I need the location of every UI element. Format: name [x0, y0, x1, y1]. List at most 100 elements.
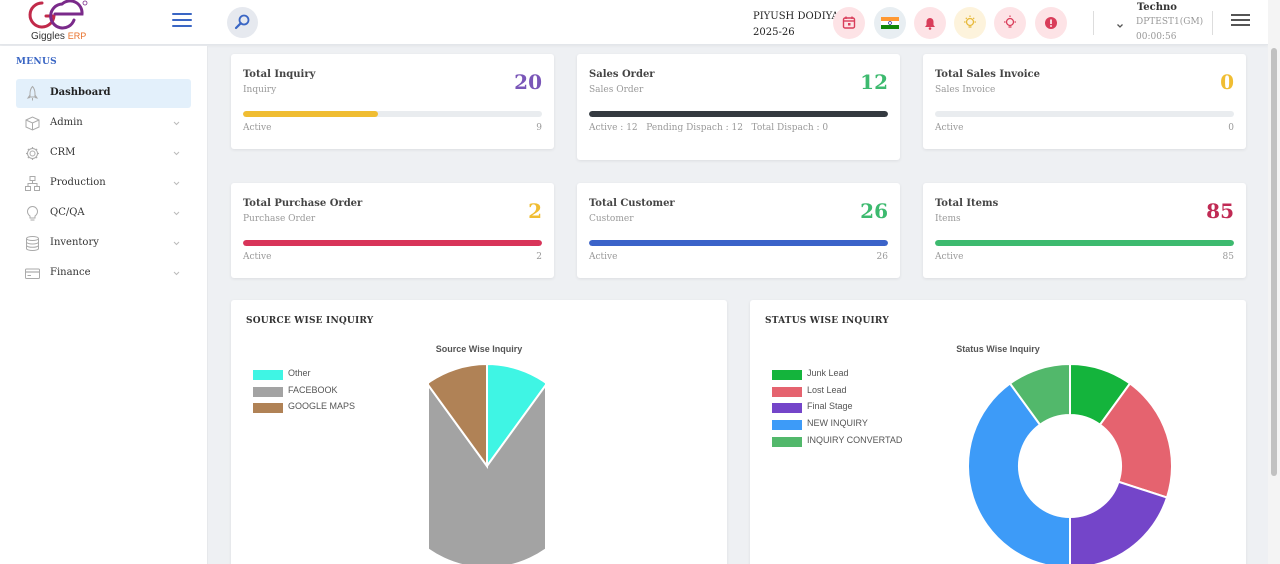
card-progress — [243, 111, 542, 117]
panel-title: STATUS WISE INQUIRY — [765, 316, 889, 326]
sidebar-toggle-button[interactable] — [172, 13, 192, 29]
card-progress — [589, 111, 888, 117]
company-name: Techno — [1137, 2, 1177, 13]
user-name: PIYUSH DODIYA — [753, 11, 839, 22]
box-icon — [25, 116, 40, 131]
legend-swatch — [772, 436, 802, 447]
gear-icon — [26, 147, 39, 160]
total-items-card[interactable]: Total Items Items 85 Active 85 — [923, 183, 1246, 278]
card-title: Total Customer — [589, 198, 675, 209]
menu-line — [1231, 24, 1250, 26]
card-subtitle: Sales Order — [589, 85, 644, 95]
source-wise-inquiry-panel: SOURCE WISE INQUIRY Source Wise Inquiry … — [231, 300, 727, 564]
calendar-button[interactable] — [833, 7, 865, 39]
card-progress — [935, 111, 1234, 117]
right-menu-button[interactable] — [1231, 14, 1250, 28]
legend-swatch — [253, 386, 283, 397]
slice-google-maps[interactable] — [429, 362, 488, 470]
total-sales-invoice-card[interactable]: Total Sales Invoice Sales Invoice 0 Acti… — [923, 54, 1246, 149]
card-subtitle: Items — [935, 214, 961, 224]
company-dropdown-toggle[interactable] — [1115, 16, 1125, 28]
legend-swatch — [253, 370, 283, 380]
bulb-alert-icon — [1004, 15, 1016, 28]
legend-label: Final Stage — [807, 401, 853, 412]
legend-label: GOOGLE MAPS — [288, 401, 356, 412]
slice-facebook[interactable] — [429, 383, 545, 564]
menu-line — [172, 25, 192, 27]
total-customer-card[interactable]: Total Customer Customer 26 Active 26 — [577, 183, 900, 278]
card-progress — [589, 240, 888, 246]
slice-final-stage[interactable] — [1069, 480, 1169, 564]
search-icon — [234, 14, 250, 30]
total-inquiry-card[interactable]: Total Inquiry Inquiry 20 Active 9 — [231, 54, 554, 149]
chevron-down-icon — [173, 211, 180, 216]
india-flag-icon — [881, 17, 899, 29]
sales-order-card[interactable]: Sales Order Sales Order 12 Active : 12 P… — [577, 54, 900, 160]
chevron-down-icon — [173, 181, 180, 186]
legend-label: Lost Lead — [807, 384, 847, 395]
sidebar-item-inventory[interactable]: Inventory — [16, 229, 191, 258]
card-count: 85 — [1222, 252, 1234, 262]
slice-new-inquiry[interactable] — [967, 382, 1071, 564]
database-icon — [26, 236, 39, 251]
legend-swatch — [772, 403, 802, 414]
bulb-icon — [26, 206, 39, 221]
top-header: Giggles ERP PIYUSH DODIYA 2025-26 — [0, 0, 1268, 45]
chevron-down-icon — [173, 271, 180, 276]
card-subtitle: Inquiry — [243, 85, 277, 95]
slice-lost-lead[interactable] — [1098, 382, 1173, 499]
chart-title: Status Wise Inquiry — [956, 344, 1040, 354]
sidebar-item-production[interactable]: Production — [16, 169, 191, 198]
sidebar-item-dashboard[interactable]: Dashboard — [16, 79, 191, 108]
card-subtitle: Customer — [589, 214, 634, 224]
card-status: Active — [243, 123, 272, 133]
card-count: 9 — [536, 123, 542, 133]
card-progress — [243, 240, 542, 246]
card-status: Active — [935, 252, 964, 262]
menu-line — [172, 13, 192, 15]
card-progress-fill — [935, 240, 1234, 246]
sidebar-item-qcqa[interactable]: QC/QA — [16, 199, 191, 228]
status-doughnut-chart — [967, 362, 1173, 564]
card-title: Total Items — [935, 198, 999, 209]
notifications-button[interactable] — [914, 7, 946, 39]
header-divider — [1212, 11, 1213, 35]
card-value: 12 — [860, 70, 888, 94]
company-code: DPTEST1(GM) — [1136, 17, 1204, 27]
sidebar-item-admin[interactable]: Admin — [16, 109, 191, 138]
search-button[interactable] — [227, 7, 258, 38]
card-value: 85 — [1206, 199, 1234, 223]
card-status: Active — [243, 252, 272, 262]
source-pie-chart — [429, 362, 545, 564]
menu-line — [172, 19, 192, 21]
panel-title: SOURCE WISE INQUIRY — [246, 316, 374, 326]
legend-label: INQUIRY CONVERTAD — [807, 434, 903, 445]
tips-button[interactable] — [954, 7, 986, 39]
slice-inquiry-convertad[interactable] — [1008, 362, 1071, 427]
card-title: Total Purchase Order — [243, 198, 363, 209]
legend-label: FACEBOOK — [288, 384, 338, 395]
scrollbar-thumb[interactable] — [1271, 48, 1277, 476]
logo-text: Giggles ERP — [31, 31, 87, 42]
card-status: Active : 12 Pending Dispach : 12 Total D… — [589, 123, 829, 133]
chevron-down-icon — [173, 241, 180, 246]
total-purchase-order-card[interactable]: Total Purchase Order Purchase Order 2 Ac… — [231, 183, 554, 278]
ideas-button[interactable] — [994, 7, 1026, 39]
page-scrollbar[interactable] — [1268, 0, 1280, 564]
card-subtitle: Sales Invoice — [935, 85, 996, 95]
card-subtitle: Purchase Order — [243, 214, 316, 224]
language-button[interactable] — [874, 7, 906, 39]
logo-erp: ERP — [67, 31, 87, 41]
card-progress-fill — [243, 111, 378, 117]
chevron-down-icon — [173, 121, 180, 126]
card-count: 2 — [536, 252, 542, 262]
legend-swatch — [772, 370, 802, 380]
card-value: 0 — [1220, 70, 1234, 94]
card-count: 0 — [1228, 123, 1234, 133]
sidebar-item-crm[interactable]: CRM — [16, 139, 191, 168]
alerts-button[interactable] — [1035, 7, 1067, 39]
giggles-logo[interactable]: Giggles ERP — [28, 0, 92, 44]
sidebar-item-finance[interactable]: Finance — [16, 259, 191, 288]
header-divider — [1093, 11, 1094, 35]
card-title: Total Sales Invoice — [935, 69, 1040, 80]
